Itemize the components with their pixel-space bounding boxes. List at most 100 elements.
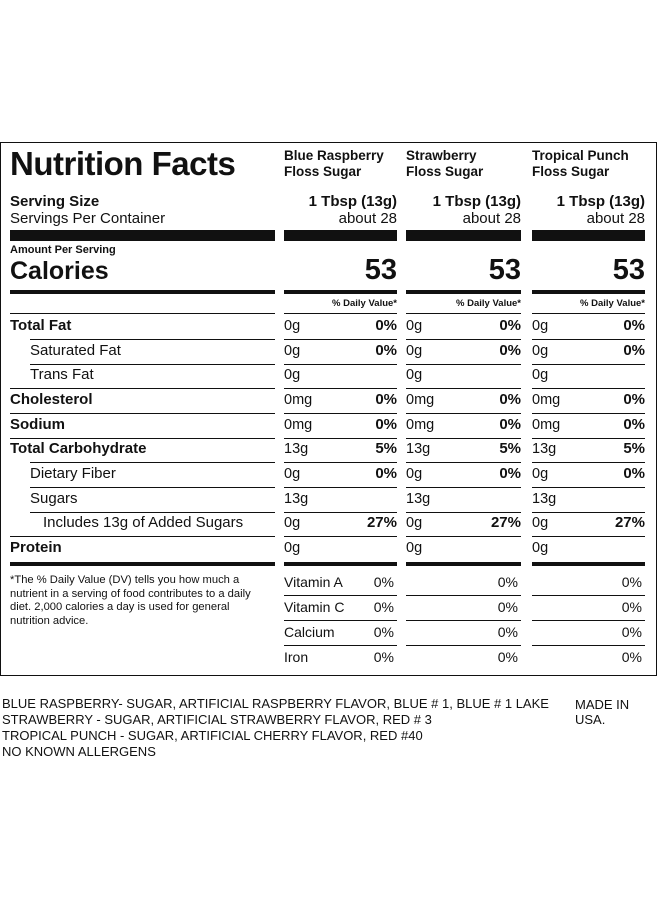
- product-name: Strawberry: [406, 148, 477, 163]
- nutrient-amount: 0g: [532, 318, 549, 334]
- row-divider: [532, 645, 645, 646]
- nutrient-amount: 0g: [284, 318, 301, 334]
- nutrient-amount: 13g: [532, 441, 557, 457]
- divider-thick: [532, 230, 645, 241]
- ingredient-line: BLUE RASPBERRY- SUGAR, ARTIFICIAL RASPBE…: [2, 696, 549, 711]
- divider-thick: [10, 230, 275, 241]
- nutrient-percent: 0%: [623, 416, 645, 433]
- nutrient-percent: 5%: [623, 440, 645, 457]
- nutrient-amount: 0mg: [532, 417, 561, 433]
- nutrient-label: Sugars: [30, 490, 78, 507]
- row-divider: [10, 313, 275, 314]
- row-divider: [10, 535, 275, 537]
- nutrient-amount: 0g: [532, 515, 549, 531]
- divider-medium: [532, 562, 645, 566]
- row-divider: [406, 511, 521, 513]
- row-divider: [30, 461, 275, 463]
- row-divider: [406, 363, 521, 365]
- nutrient-percent: 0%: [499, 465, 521, 482]
- row-divider: [30, 363, 275, 365]
- nutrient-percent: 27%: [614, 514, 645, 531]
- nutrient-amount: 0mg: [406, 392, 435, 408]
- row-divider: [406, 437, 521, 439]
- row-divider: [284, 486, 397, 488]
- nutrient-amount: 0g: [284, 466, 301, 482]
- nutrient-percent: 0%: [375, 391, 397, 408]
- row-divider: [284, 387, 397, 389]
- vitamin-percent: 0%: [373, 624, 394, 640]
- row-divider: [406, 387, 521, 389]
- serving-size-value: 1 Tbsp (13g): [308, 193, 397, 210]
- nutrient-amount: 0g: [532, 367, 549, 383]
- row-divider: [406, 338, 521, 340]
- row-divider: [10, 437, 275, 439]
- calories-value: 53: [488, 254, 521, 286]
- daily-value-header: % Daily Value*: [580, 298, 645, 309]
- row-divider: [406, 620, 521, 621]
- row-divider: [406, 535, 521, 537]
- nutrient-amount: 0g: [406, 367, 423, 383]
- servings-value: about 28: [338, 210, 397, 227]
- divider-medium: [10, 562, 275, 566]
- nutrient-percent: 0%: [499, 342, 521, 359]
- nutrient-label: Trans Fat: [30, 366, 94, 383]
- nutrient-amount: 0mg: [284, 392, 313, 408]
- row-divider: [532, 620, 645, 621]
- vitamin-percent: 0%: [373, 649, 394, 665]
- product-name: Floss Sugar: [406, 164, 484, 179]
- divider-medium: [406, 290, 521, 294]
- row-divider: [532, 363, 645, 365]
- row-divider: [532, 437, 645, 439]
- vitamin-percent: 0%: [621, 599, 642, 615]
- row-divider: [30, 486, 275, 488]
- nutrient-percent: 5%: [499, 440, 521, 457]
- nutrient-percent: 0%: [375, 342, 397, 359]
- nutrient-amount: 13g: [284, 491, 309, 507]
- row-divider: [284, 412, 397, 414]
- daily-value-header: % Daily Value*: [456, 298, 521, 309]
- nutrient-amount: 13g: [406, 491, 431, 507]
- nutrient-amount: 0g: [284, 515, 301, 531]
- servings-per-container-label: Servings Per Container: [10, 210, 166, 227]
- row-divider: [406, 645, 521, 646]
- nutrient-amount: 0g: [406, 466, 423, 482]
- nutrient-amount: 0g: [532, 540, 549, 556]
- nutrient-amount: 13g: [284, 441, 309, 457]
- servings-value: about 28: [586, 210, 645, 227]
- nutrient-amount: 0mg: [532, 392, 561, 408]
- nutrient-label: Includes 13g of Added Sugars: [43, 514, 244, 531]
- nutrient-label: Saturated Fat: [30, 342, 121, 359]
- row-divider: [532, 595, 645, 596]
- calories-value: 53: [364, 254, 397, 286]
- row-divider: [406, 412, 521, 414]
- nutrient-percent: 0%: [375, 317, 397, 334]
- nutrient-percent: 0%: [623, 317, 645, 334]
- product-name: Floss Sugar: [284, 164, 362, 179]
- nutrition-facts-label: [0, 142, 657, 676]
- nutrient-percent: 5%: [375, 440, 397, 457]
- nutrient-percent: 0%: [375, 416, 397, 433]
- daily-value-footnote: *The % Daily Value (DV) tells you how mu…: [10, 574, 251, 627]
- calories-value: 53: [612, 254, 645, 286]
- vitamin-percent: 0%: [497, 624, 518, 640]
- nutrient-percent: 27%: [366, 514, 397, 531]
- row-divider: [284, 363, 397, 365]
- amount-per-serving-label: Amount Per Serving: [10, 244, 116, 256]
- nutrient-amount: 0mg: [406, 417, 435, 433]
- row-divider: [406, 461, 521, 463]
- vitamin-label: Calcium: [284, 624, 335, 640]
- nutrient-amount: 0mg: [284, 417, 313, 433]
- ingredient-line: NO KNOWN ALLERGENS: [2, 744, 156, 759]
- nutrient-amount: 0g: [284, 343, 301, 359]
- nutrient-percent: 0%: [499, 317, 521, 334]
- divider-medium: [284, 562, 397, 566]
- nutrient-percent: 27%: [490, 514, 521, 531]
- serving-size-value: 1 Tbsp (13g): [432, 193, 521, 210]
- row-divider: [284, 437, 397, 439]
- nutrient-amount: 0g: [284, 540, 301, 556]
- ingredients-list: BLUE RASPBERRY- SUGAR, ARTIFICIAL RASPBE…: [2, 696, 549, 760]
- nutrient-percent: 0%: [623, 391, 645, 408]
- row-divider: [406, 595, 521, 596]
- row-divider: [10, 412, 275, 414]
- vitamin-percent: 0%: [497, 574, 518, 590]
